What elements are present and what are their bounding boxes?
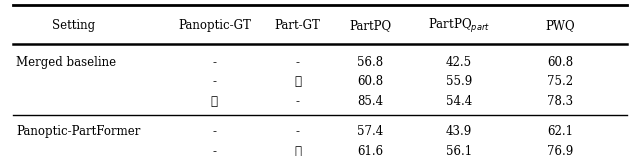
- Text: 57.4: 57.4: [356, 125, 383, 138]
- Text: 85.4: 85.4: [357, 95, 383, 108]
- Text: 60.8: 60.8: [357, 75, 383, 88]
- Text: 78.3: 78.3: [547, 95, 573, 108]
- Text: 76.9: 76.9: [547, 145, 573, 156]
- Text: 56.8: 56.8: [357, 56, 383, 69]
- Text: 54.4: 54.4: [445, 95, 472, 108]
- Text: Panoptic-GT: Panoptic-GT: [178, 19, 251, 32]
- Text: PartPQ$_{\mathit{part}}$: PartPQ$_{\mathit{part}}$: [428, 17, 490, 35]
- Text: -: -: [296, 56, 300, 69]
- Text: 43.9: 43.9: [445, 125, 472, 138]
- Text: ✓: ✓: [211, 95, 218, 108]
- Text: -: -: [296, 125, 300, 138]
- Text: 62.1: 62.1: [547, 125, 573, 138]
- Text: PWQ: PWQ: [545, 19, 575, 32]
- Text: -: -: [212, 125, 216, 138]
- Text: 55.9: 55.9: [445, 75, 472, 88]
- Text: Setting: Setting: [52, 19, 95, 32]
- Text: Part-GT: Part-GT: [275, 19, 321, 32]
- Text: 42.5: 42.5: [446, 56, 472, 69]
- Text: -: -: [212, 145, 216, 156]
- Text: 75.2: 75.2: [547, 75, 573, 88]
- Text: 60.8: 60.8: [547, 56, 573, 69]
- Text: Merged baseline: Merged baseline: [16, 56, 116, 69]
- Text: -: -: [212, 75, 216, 88]
- Text: ✓: ✓: [294, 145, 301, 156]
- Text: 61.6: 61.6: [357, 145, 383, 156]
- Text: Panoptic-PartFormer: Panoptic-PartFormer: [16, 125, 140, 138]
- Text: ✓: ✓: [294, 75, 301, 88]
- Text: -: -: [212, 56, 216, 69]
- Text: 56.1: 56.1: [446, 145, 472, 156]
- Text: -: -: [296, 95, 300, 108]
- Text: PartPQ: PartPQ: [349, 19, 391, 32]
